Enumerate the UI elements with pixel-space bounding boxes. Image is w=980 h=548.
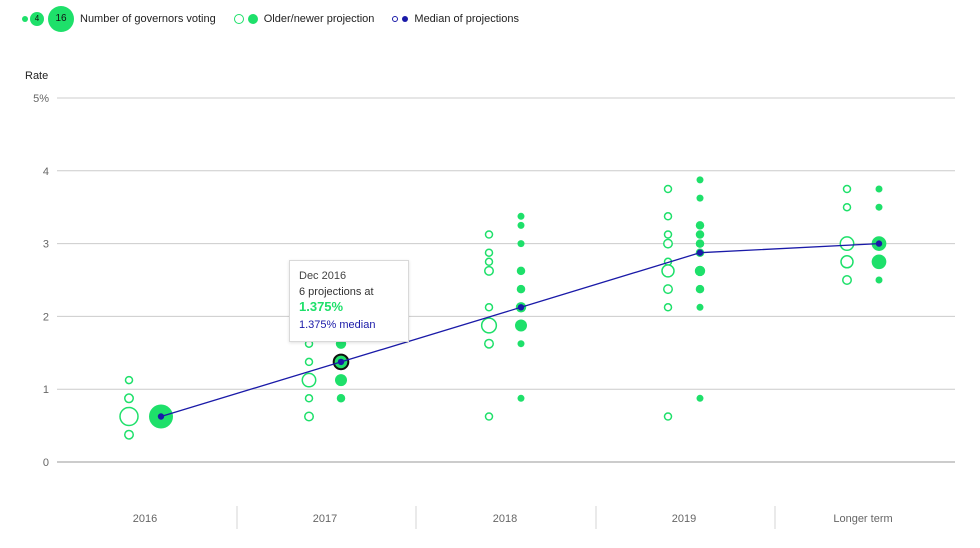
- newer-projection-dot: [696, 303, 704, 311]
- older-projection-dot: [480, 317, 498, 334]
- median-point: [517, 304, 525, 311]
- older-projection-dot: [484, 257, 494, 267]
- tooltip-title: Dec 2016: [299, 270, 347, 282]
- median-point: [157, 413, 165, 420]
- older-projection-dot: [304, 357, 314, 367]
- legend-median-label: Median of projections: [414, 13, 519, 25]
- newer-projection-dot: [515, 319, 527, 332]
- older-projection-dot: [484, 265, 494, 276]
- older-projection-dot: [304, 394, 314, 403]
- older-projection-dot: [301, 372, 317, 388]
- y-tick-label: 5%: [33, 93, 49, 105]
- x-category-label: 2018: [493, 513, 517, 525]
- older-projection-dot: [124, 393, 134, 404]
- newer-projection-dot: [694, 265, 706, 277]
- legend-size-key: 4 16 Number of governors voting: [22, 6, 234, 32]
- newer-projection-dot: [695, 239, 705, 248]
- newer-projection-dot: [695, 221, 705, 230]
- newer-projection-dot: [871, 254, 887, 270]
- x-category-label: 2016: [133, 513, 157, 525]
- newer-projection-dot: [516, 284, 526, 294]
- older-projection-dot: [842, 184, 852, 194]
- older-projection-dot: [304, 411, 314, 422]
- legend-projection-key[interactable]: Older/newer projection: [233, 13, 393, 25]
- newer-projection-dot: [517, 221, 525, 229]
- older-projection-dot: [663, 184, 673, 194]
- newer-projection-dot: [875, 185, 883, 193]
- tooltip-value: 1.375%: [299, 299, 344, 314]
- tooltip-median: 1.375% median: [299, 319, 376, 331]
- median-dot-icon: [402, 16, 409, 22]
- older-projection-dot: [484, 338, 494, 349]
- newer-projection-dot: [517, 240, 525, 248]
- newer-projection-dot: [695, 284, 705, 294]
- older-projection-dot: [663, 303, 673, 312]
- y-tick-label: 1: [43, 384, 49, 396]
- y-tick-label: 2: [43, 311, 49, 323]
- y-tick-label: 3: [43, 239, 49, 251]
- older-projection-dot: [484, 412, 494, 421]
- older-projection-dot: [842, 275, 852, 285]
- newer-projection-dot: [516, 266, 526, 276]
- older-projection-dot: [840, 255, 854, 269]
- newer-projection-dot: [875, 203, 883, 211]
- newer-projection-dot: [875, 276, 883, 284]
- newer-projection-dot: [336, 394, 346, 403]
- legend-size-label: Number of governors voting: [80, 13, 216, 25]
- filled-circle-icon: [247, 14, 258, 24]
- older-projection-dot: [663, 284, 673, 295]
- legend: 4 16 Number of governors voting Older/ne…: [22, 6, 537, 32]
- x-category-label: 2017: [313, 513, 337, 525]
- legend-size-large: 16: [48, 6, 74, 32]
- tooltip: Dec 2016 6 projections at 1.375% 1.375% …: [289, 260, 409, 342]
- older-projection-dot: [484, 230, 494, 239]
- legend-median-key[interactable]: Median of projections: [392, 13, 537, 25]
- older-projection-dot: [842, 202, 852, 212]
- legend-size-small: 4: [30, 12, 44, 26]
- newer-projection-dot: [517, 394, 525, 402]
- older-projection-dot: [119, 406, 139, 427]
- median-point: [337, 358, 345, 366]
- open-circle-icon: [233, 14, 244, 24]
- older-projection-dot: [484, 248, 494, 257]
- newer-projection-dot: [335, 374, 347, 387]
- legend-projection-label: Older/newer projection: [263, 13, 375, 25]
- tooltip-count: 6 projections at: [299, 286, 374, 298]
- older-projection-dot: [663, 230, 673, 239]
- x-category-label: Longer term: [833, 513, 892, 525]
- older-projection-dot: [484, 303, 494, 312]
- legend-small-dot-icon: [22, 16, 28, 22]
- y-tick-label: 0: [43, 457, 49, 469]
- median-point: [696, 249, 704, 256]
- median-point: [875, 240, 883, 247]
- y-tick-label: 4: [43, 166, 49, 178]
- newer-projection-dot: [517, 212, 525, 220]
- x-category-label: 2019: [672, 513, 696, 525]
- older-projection-dot: [124, 375, 134, 385]
- newer-projection-dot: [696, 194, 704, 202]
- y-axis-label: Rate: [25, 70, 48, 82]
- older-projection-dot: [663, 238, 673, 249]
- newer-projection-dot: [696, 176, 704, 184]
- older-projection-dot: [661, 264, 675, 278]
- older-projection-dot: [839, 236, 855, 252]
- newer-projection-dot: [695, 230, 705, 239]
- older-projection-dot: [124, 429, 134, 440]
- open-median-icon: [392, 16, 399, 22]
- newer-projection-dot: [696, 394, 704, 402]
- newer-projection-dot: [517, 340, 525, 348]
- older-projection-dot: [663, 412, 673, 421]
- older-projection-dot: [663, 212, 673, 221]
